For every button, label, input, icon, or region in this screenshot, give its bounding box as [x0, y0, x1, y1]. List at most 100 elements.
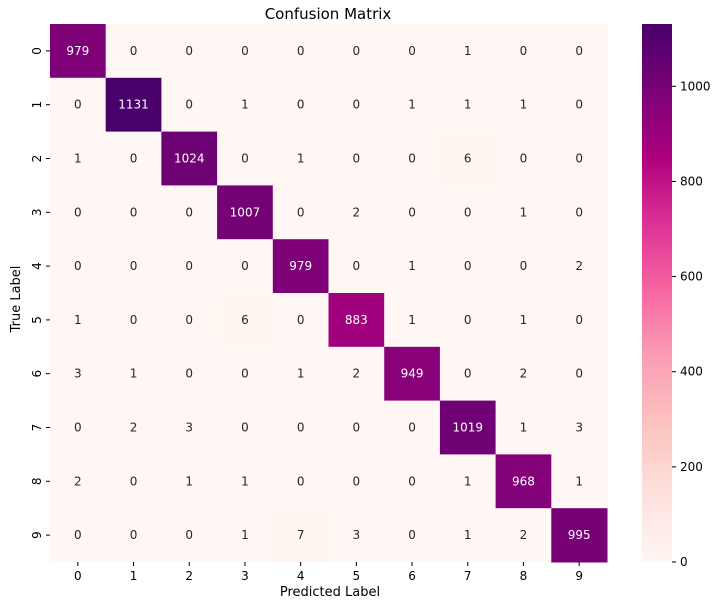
heatmap-cell-r0-c9: [551, 24, 608, 79]
heatmap-cell-r3-c0: [50, 185, 107, 240]
heatmap-cell-r9-c9: [551, 508, 608, 563]
y-tick-label-1: 1: [30, 101, 44, 109]
heatmap-cell-r4-c2: [161, 239, 218, 294]
cell-value-r1-c1: 1131: [118, 98, 149, 112]
heatmap-cell-r8-c9: [551, 454, 608, 509]
heatmap-cell-r1-c0: [50, 77, 107, 133]
heatmap-cell-r5-c5: [328, 293, 385, 348]
colorbar-tick-label-2: 400: [680, 365, 703, 379]
cell-value-r8-c5: 0: [353, 474, 361, 488]
cell-value-r7-c8: 1: [520, 421, 528, 435]
cell-value-r8-c7: 1: [464, 474, 472, 488]
heatmap-cell-r0-c8: [495, 24, 552, 79]
heatmap-cell-r6-c2: [161, 346, 218, 402]
cell-value-r3-c3: 1007: [230, 205, 261, 219]
cell-value-r0-c7: 1: [464, 44, 472, 58]
cell-value-r9-c7: 1: [464, 528, 472, 542]
heatmap-cell-r5-c2: [161, 293, 218, 348]
cell-value-r5-c6: 1: [408, 313, 416, 327]
heatmap-cell-r9-c2: [161, 508, 218, 563]
heatmap-cell-r6-c5: [328, 346, 385, 402]
cell-value-r2-c3: 0: [241, 152, 249, 166]
cell-value-r8-c1: 0: [130, 474, 138, 488]
cell-value-r2-c1: 0: [130, 152, 138, 166]
heatmap-cell-r5-c8: [495, 293, 552, 348]
heatmap-cell-r7-c5: [328, 400, 385, 455]
heatmap-cell-r8-c3: [217, 454, 274, 509]
heatmap-cells: [50, 24, 608, 563]
cell-value-r6-c1: 1: [130, 367, 138, 381]
y-tick-label-6: 6: [30, 370, 44, 378]
heatmap-cell-r1-c2: [161, 77, 218, 133]
heatmap-cell-r8-c1: [105, 454, 162, 509]
heatmap-cell-r2-c6: [384, 131, 441, 186]
heatmap-cell-r4-c0: [50, 239, 107, 294]
cell-value-r1-c6: 1: [408, 98, 416, 112]
cell-value-r6-c8: 2: [520, 367, 528, 381]
heatmap-cell-r5-c0: [50, 293, 107, 348]
cell-value-r9-c8: 2: [520, 528, 528, 542]
x-axis: 0 1 2 3 4 5 6 7 8 9: [74, 562, 583, 583]
cell-value-r3-c6: 0: [408, 205, 416, 219]
heatmap-cell-r8-c6: [384, 454, 441, 509]
cell-value-r5-c8: 1: [520, 313, 528, 327]
heatmap-cell-r9-c8: [495, 508, 552, 563]
heatmap-cell-r0-c5: [328, 24, 385, 79]
heatmap-cell-r8-c7: [439, 454, 497, 509]
colorbar: 0 200 400 600 800 1000: [642, 24, 711, 569]
cell-value-r3-c0: 0: [74, 205, 82, 219]
cell-value-r0-c1: 0: [130, 44, 138, 58]
heatmap-cell-r8-c0: [50, 454, 107, 509]
cell-value-r3-c1: 0: [130, 205, 138, 219]
cell-value-r9-c5: 3: [353, 528, 361, 542]
x-tick-label-5: 5: [353, 569, 361, 583]
heatmap-cell-r3-c5: [328, 185, 385, 240]
cell-value-r1-c2: 0: [185, 98, 193, 112]
heatmap-cell-r2-c3: [217, 131, 274, 186]
heatmap-cell-r6-c0: [50, 346, 107, 402]
cell-value-r2-c4: 1: [297, 152, 305, 166]
heatmap-cell-r2-c2: [161, 131, 218, 186]
heatmap-cell-r4-c1: [105, 239, 162, 294]
cell-value-r7-c4: 0: [297, 421, 305, 435]
heatmap-cell-r9-c0: [50, 508, 107, 563]
heatmap-cell-r5-c3: [217, 293, 274, 348]
cell-value-r4-c0: 0: [74, 259, 82, 273]
cell-value-r1-c9: 0: [575, 98, 583, 112]
heatmap-cell-r2-c9: [551, 131, 608, 186]
cell-value-r4-c9: 2: [575, 259, 583, 273]
heatmap-cell-r6-c7: [439, 346, 497, 402]
cell-value-r3-c7: 0: [464, 205, 472, 219]
cell-value-r0-c0: 979: [66, 44, 89, 58]
heatmap-cell-r5-c7: [439, 293, 497, 348]
heatmap-cell-r2-c8: [495, 131, 552, 186]
heatmap-cell-r5-c1: [105, 293, 162, 348]
heatmap-cell-r3-c1: [105, 185, 162, 240]
cell-value-r4-c5: 0: [353, 259, 361, 273]
colorbar-tick-label-4: 800: [680, 174, 703, 188]
cell-value-r9-c4: 7: [297, 528, 305, 542]
x-axis-label: Predicted Label: [280, 585, 380, 600]
heatmap-cell-r3-c9: [551, 185, 608, 240]
cell-value-r7-c7: 1019: [452, 421, 483, 435]
cell-value-r5-c2: 0: [185, 313, 193, 327]
heatmap-cell-r3-c4: [272, 185, 329, 240]
cell-value-r1-c7: 1: [464, 98, 472, 112]
heatmap-cell-r3-c3: [217, 185, 274, 240]
cell-value-r1-c5: 0: [353, 98, 361, 112]
heatmap-cell-r1-c8: [495, 77, 552, 133]
heatmap-cell-r7-c3: [217, 400, 274, 455]
heatmap-cell-r7-c9: [551, 400, 608, 455]
cell-value-r4-c4: 979: [289, 259, 312, 273]
cell-value-r4-c7: 0: [464, 259, 472, 273]
heatmap-cell-r9-c4: [272, 508, 329, 563]
heatmap-cell-r3-c6: [384, 185, 441, 240]
cell-value-r2-c7: 6: [464, 152, 472, 166]
heatmap-cell-r6-c4: [272, 346, 329, 402]
x-tick-label-9: 9: [575, 569, 583, 583]
heatmap-cell-r6-c3: [217, 346, 274, 402]
cell-value-r3-c8: 1: [520, 205, 528, 219]
cell-value-r5-c1: 0: [130, 313, 138, 327]
cell-value-r4-c2: 0: [185, 259, 193, 273]
heatmap-cell-r9-c3: [217, 508, 274, 563]
